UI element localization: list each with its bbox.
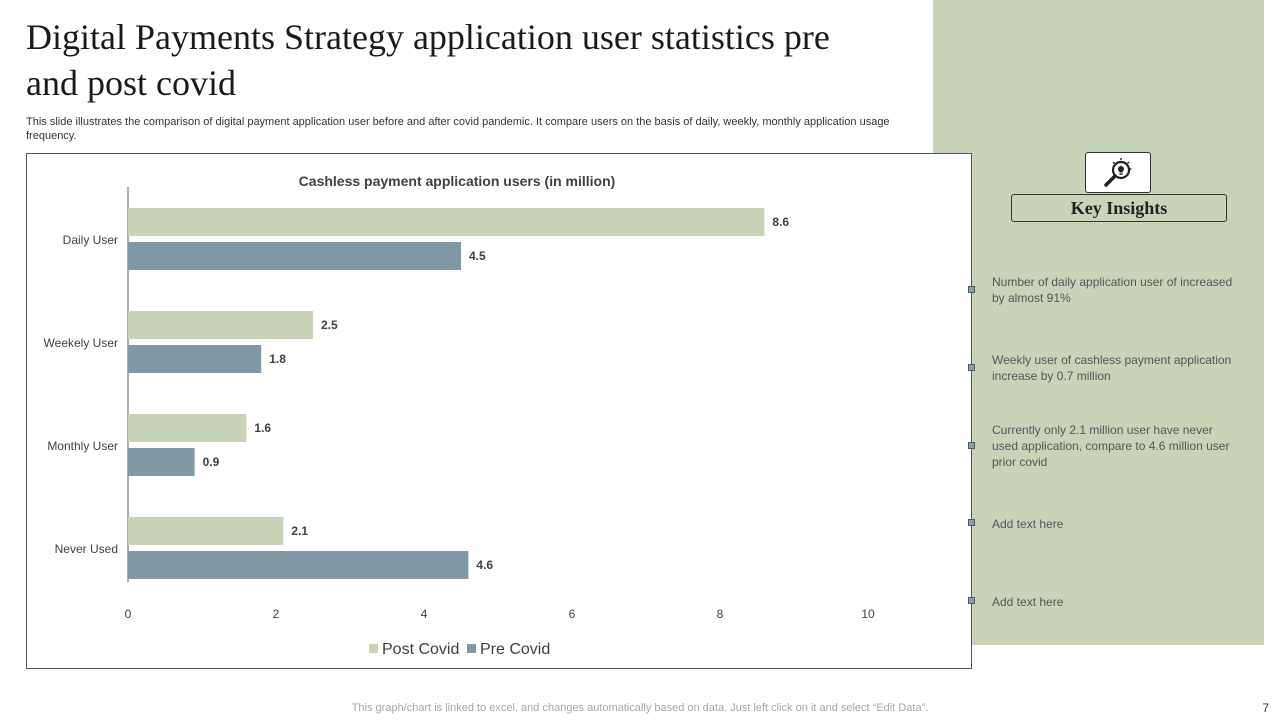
insight-text: Number of daily application user of incr… bbox=[992, 275, 1233, 305]
chart-container[interactable]: Cashless payment application users (in m… bbox=[26, 153, 972, 669]
legend-swatch bbox=[467, 644, 476, 653]
data-label: 1.8 bbox=[269, 352, 286, 366]
x-tick-label: 8 bbox=[717, 607, 724, 621]
category-label: Weekely User bbox=[44, 336, 118, 350]
data-label: 1.6 bbox=[254, 421, 271, 435]
insight-text: Add text here bbox=[992, 517, 1064, 531]
x-tick-label: 4 bbox=[421, 607, 428, 621]
insight-icon-frame bbox=[1085, 152, 1151, 193]
page-title: Digital Payments Strategy application us… bbox=[26, 17, 830, 103]
legend-label: Pre Covid bbox=[480, 641, 550, 658]
page-number: 7 bbox=[1262, 701, 1269, 715]
page-subtitle: This slide illustrates the comparison of… bbox=[26, 116, 890, 142]
data-label: 2.5 bbox=[321, 318, 338, 332]
x-tick-label: 10 bbox=[861, 607, 875, 621]
bar-pre-covid bbox=[128, 551, 469, 579]
insight-text: Add text here bbox=[992, 595, 1064, 609]
category-label: Daily User bbox=[63, 233, 118, 247]
chart-title: Cashless payment application users (in m… bbox=[299, 173, 616, 189]
insight-text: Currently only 2.1 million user have nev… bbox=[992, 423, 1230, 469]
x-tick-label: 0 bbox=[125, 607, 132, 621]
insights-panel-background bbox=[933, 0, 1264, 645]
x-tick-label: 6 bbox=[569, 607, 576, 621]
legend-label: Post Covid bbox=[382, 641, 459, 658]
insight-bullet-icon bbox=[968, 364, 975, 371]
data-label: 0.9 bbox=[203, 455, 220, 469]
bar-pre-covid bbox=[128, 448, 195, 476]
bar-post-covid bbox=[128, 208, 765, 236]
key-insights-heading: Key Insights bbox=[1011, 194, 1227, 222]
insight-bullet-icon bbox=[968, 519, 975, 526]
insight-text: Weekly user of cashless payment applicat… bbox=[992, 353, 1232, 383]
plot-area: Daily User 8.6 4.5 Weekely User 2.5 1.8 Monthl… bbox=[44, 208, 875, 621]
chart-legend: Post Covid Pre Covid bbox=[369, 641, 550, 658]
insight-bullet-icon bbox=[968, 286, 975, 293]
category-label: Monthly User bbox=[47, 439, 118, 453]
data-label: 2.1 bbox=[291, 524, 308, 538]
insight-bullet-icon bbox=[968, 597, 975, 604]
bar-post-covid bbox=[128, 517, 284, 545]
bar-pre-covid bbox=[128, 242, 461, 270]
magnifier-lightbulb-icon bbox=[1104, 157, 1132, 187]
category-label: Never Used bbox=[55, 542, 118, 556]
footer-note: This graph/chart is linked to excel, and… bbox=[351, 702, 929, 714]
data-label: 8.6 bbox=[772, 215, 789, 229]
legend-swatch bbox=[369, 644, 378, 653]
x-tick-label: 2 bbox=[273, 607, 280, 621]
bar-pre-covid bbox=[128, 345, 262, 373]
data-label: 4.6 bbox=[476, 558, 493, 572]
bar-chart[interactable]: Cashless payment application users (in m… bbox=[27, 154, 971, 668]
insight-bullet-icon bbox=[968, 442, 975, 449]
data-label: 4.5 bbox=[469, 249, 486, 263]
bar-post-covid bbox=[128, 414, 247, 442]
bar-post-covid bbox=[128, 311, 313, 339]
